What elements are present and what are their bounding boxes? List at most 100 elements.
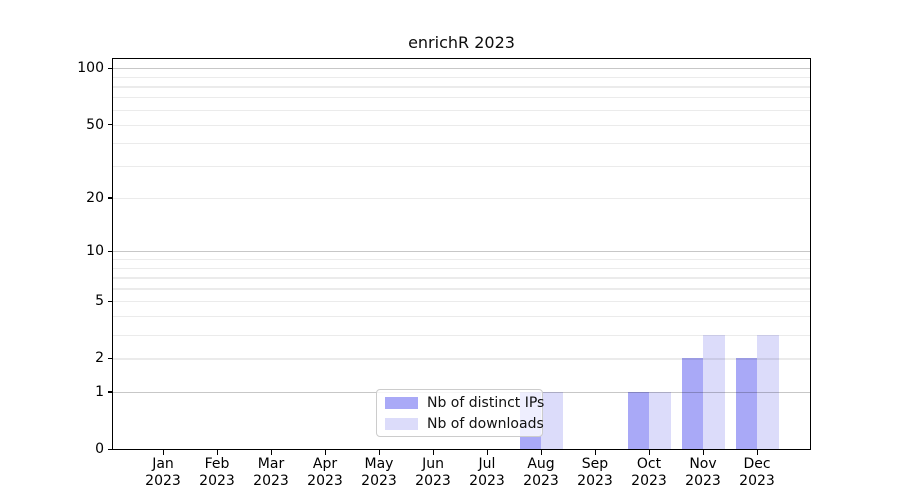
x-tick-label-nov: Nov 2023 [671, 456, 735, 490]
x-tick-label-jul: Jul 2023 [455, 456, 519, 490]
legend: Nb of distinct IPs Nb of downloads [376, 389, 544, 437]
bar-downloads-nov [703, 334, 725, 449]
plot-area: Nb of distinct IPs Nb of downloads [112, 58, 811, 450]
gridline-major-100 [113, 68, 810, 70]
bar-distinct-ips-dec [735, 358, 757, 449]
y-tick-label-1: 1 [95, 383, 104, 400]
gridline-minor-80 [113, 86, 810, 88]
gridline-minor-6 [113, 288, 810, 290]
gridline-minor-3 [113, 334, 810, 336]
x-tick-label-line: Aug [527, 456, 555, 472]
gridline-minor-7 [113, 277, 810, 279]
x-tick-label-line: Apr [312, 456, 338, 472]
gridline-minor-60 [113, 109, 810, 111]
x-tick-label-line: 2023 [415, 473, 451, 489]
x-tick-label-line: 2023 [253, 473, 289, 489]
x-tick-label-line: 2023 [523, 473, 559, 489]
legend-swatch-distinct-ips [385, 396, 418, 409]
legend-label-distinct-ips: Nb of distinct IPs [427, 394, 545, 411]
x-tick-label-line: 2023 [199, 473, 235, 489]
x-tick-label-apr: Apr 2023 [293, 456, 357, 490]
legend-label-downloads: Nb of downloads [427, 415, 544, 432]
x-tick-mark-dec [756, 450, 758, 455]
x-tick-mark-sep [594, 450, 596, 455]
x-tick-mark-aug [540, 450, 542, 455]
x-tick-mark-jan [162, 450, 164, 455]
y-tick-mark-50 [108, 124, 113, 126]
y-tick-label-0: 0 [95, 441, 104, 457]
bar-downloads-oct [649, 391, 671, 449]
x-tick-mark-apr [324, 450, 326, 455]
x-tick-label-line: Nov [689, 456, 717, 472]
gridline-minor-30 [113, 165, 810, 167]
x-tick-label-aug: Aug 2023 [509, 456, 573, 490]
x-tick-label-line: Jan [152, 456, 174, 472]
x-tick-label-dec: Dec 2023 [725, 456, 789, 490]
x-tick-label-line: Jun [422, 456, 444, 472]
x-tick-label-jun: Jun 2023 [401, 456, 465, 490]
x-tick-label-line: Oct [636, 456, 662, 472]
x-tick-label-line: Dec [743, 456, 771, 472]
x-tick-label-line: 2023 [307, 473, 343, 489]
x-tick-label-line: Mar [257, 456, 285, 472]
gridline-minor-70 [113, 97, 810, 99]
x-tick-label-may: May 2023 [347, 456, 411, 490]
gridline-minor-20 [113, 197, 810, 199]
y-tick-label-100: 100 [77, 60, 104, 77]
x-tick-label-line: 2023 [361, 473, 397, 489]
chart-title: enrichR 2023 [408, 33, 515, 52]
x-tick-mark-oct [648, 450, 650, 455]
y-tick-mark-20 [108, 197, 113, 199]
x-tick-label-line: Sep [581, 456, 609, 472]
gridline-minor-5 [113, 301, 810, 303]
x-tick-mark-nov [702, 450, 704, 455]
legend-entry-distinct-ips: Nb of distinct IPs [385, 395, 544, 411]
y-tick-label-50: 50 [86, 116, 104, 133]
x-tick-label-line: 2023 [685, 473, 721, 489]
x-tick-label-sep: Sep 2023 [563, 456, 627, 490]
y-tick-mark-5 [108, 300, 113, 302]
y-tick-mark-0 [108, 448, 113, 450]
bar-downloads-aug [541, 391, 563, 449]
y-tick-label-5: 5 [95, 293, 104, 310]
x-tick-label-line: 2023 [631, 473, 667, 489]
y-tick-mark-10 [108, 250, 113, 252]
x-tick-label-line: 2023 [739, 473, 775, 489]
gridline-minor-9 [113, 259, 810, 261]
gridline-minor-40 [113, 142, 810, 144]
x-tick-mark-may [378, 450, 380, 455]
y-tick-mark-100 [108, 67, 113, 69]
y-tick-mark-1 [108, 391, 113, 393]
x-tick-label-line: May [364, 456, 394, 472]
x-tick-label-mar: Mar 2023 [239, 456, 303, 490]
y-tick-label-2: 2 [95, 350, 104, 367]
x-tick-mark-feb [216, 450, 218, 455]
x-tick-mark-jul [486, 450, 488, 455]
bar-distinct-ips-nov [681, 358, 703, 449]
bar-distinct-ips-oct [627, 391, 649, 449]
x-tick-mark-jun [432, 450, 434, 455]
x-tick-label-feb: Feb 2023 [185, 456, 249, 490]
bar-downloads-dec [757, 334, 779, 449]
x-tick-mark-mar [270, 450, 272, 455]
gridline-minor-50 [113, 124, 810, 126]
gridline-minor-8 [113, 267, 810, 269]
y-tick-mark-2 [108, 357, 113, 360]
x-tick-label-line: Feb [204, 456, 230, 472]
gridline-minor-90 [113, 76, 810, 78]
x-tick-label-line: 2023 [145, 473, 181, 489]
x-tick-label-oct: Oct 2023 [617, 456, 681, 490]
x-tick-label-jan: Jan 2023 [131, 456, 195, 490]
gridline-minor-4 [113, 316, 810, 318]
legend-entry-downloads: Nb of downloads [385, 416, 544, 432]
y-tick-label-10: 10 [86, 243, 104, 260]
x-tick-label-line: Jul [478, 456, 496, 472]
y-tick-label-20: 20 [86, 189, 104, 206]
gridline-minor-2 [113, 358, 810, 360]
legend-swatch-downloads [385, 417, 418, 430]
bars-layer [113, 59, 810, 449]
x-tick-label-line: 2023 [577, 473, 613, 489]
x-tick-label-line: 2023 [469, 473, 505, 489]
gridline-major-10 [113, 251, 810, 253]
